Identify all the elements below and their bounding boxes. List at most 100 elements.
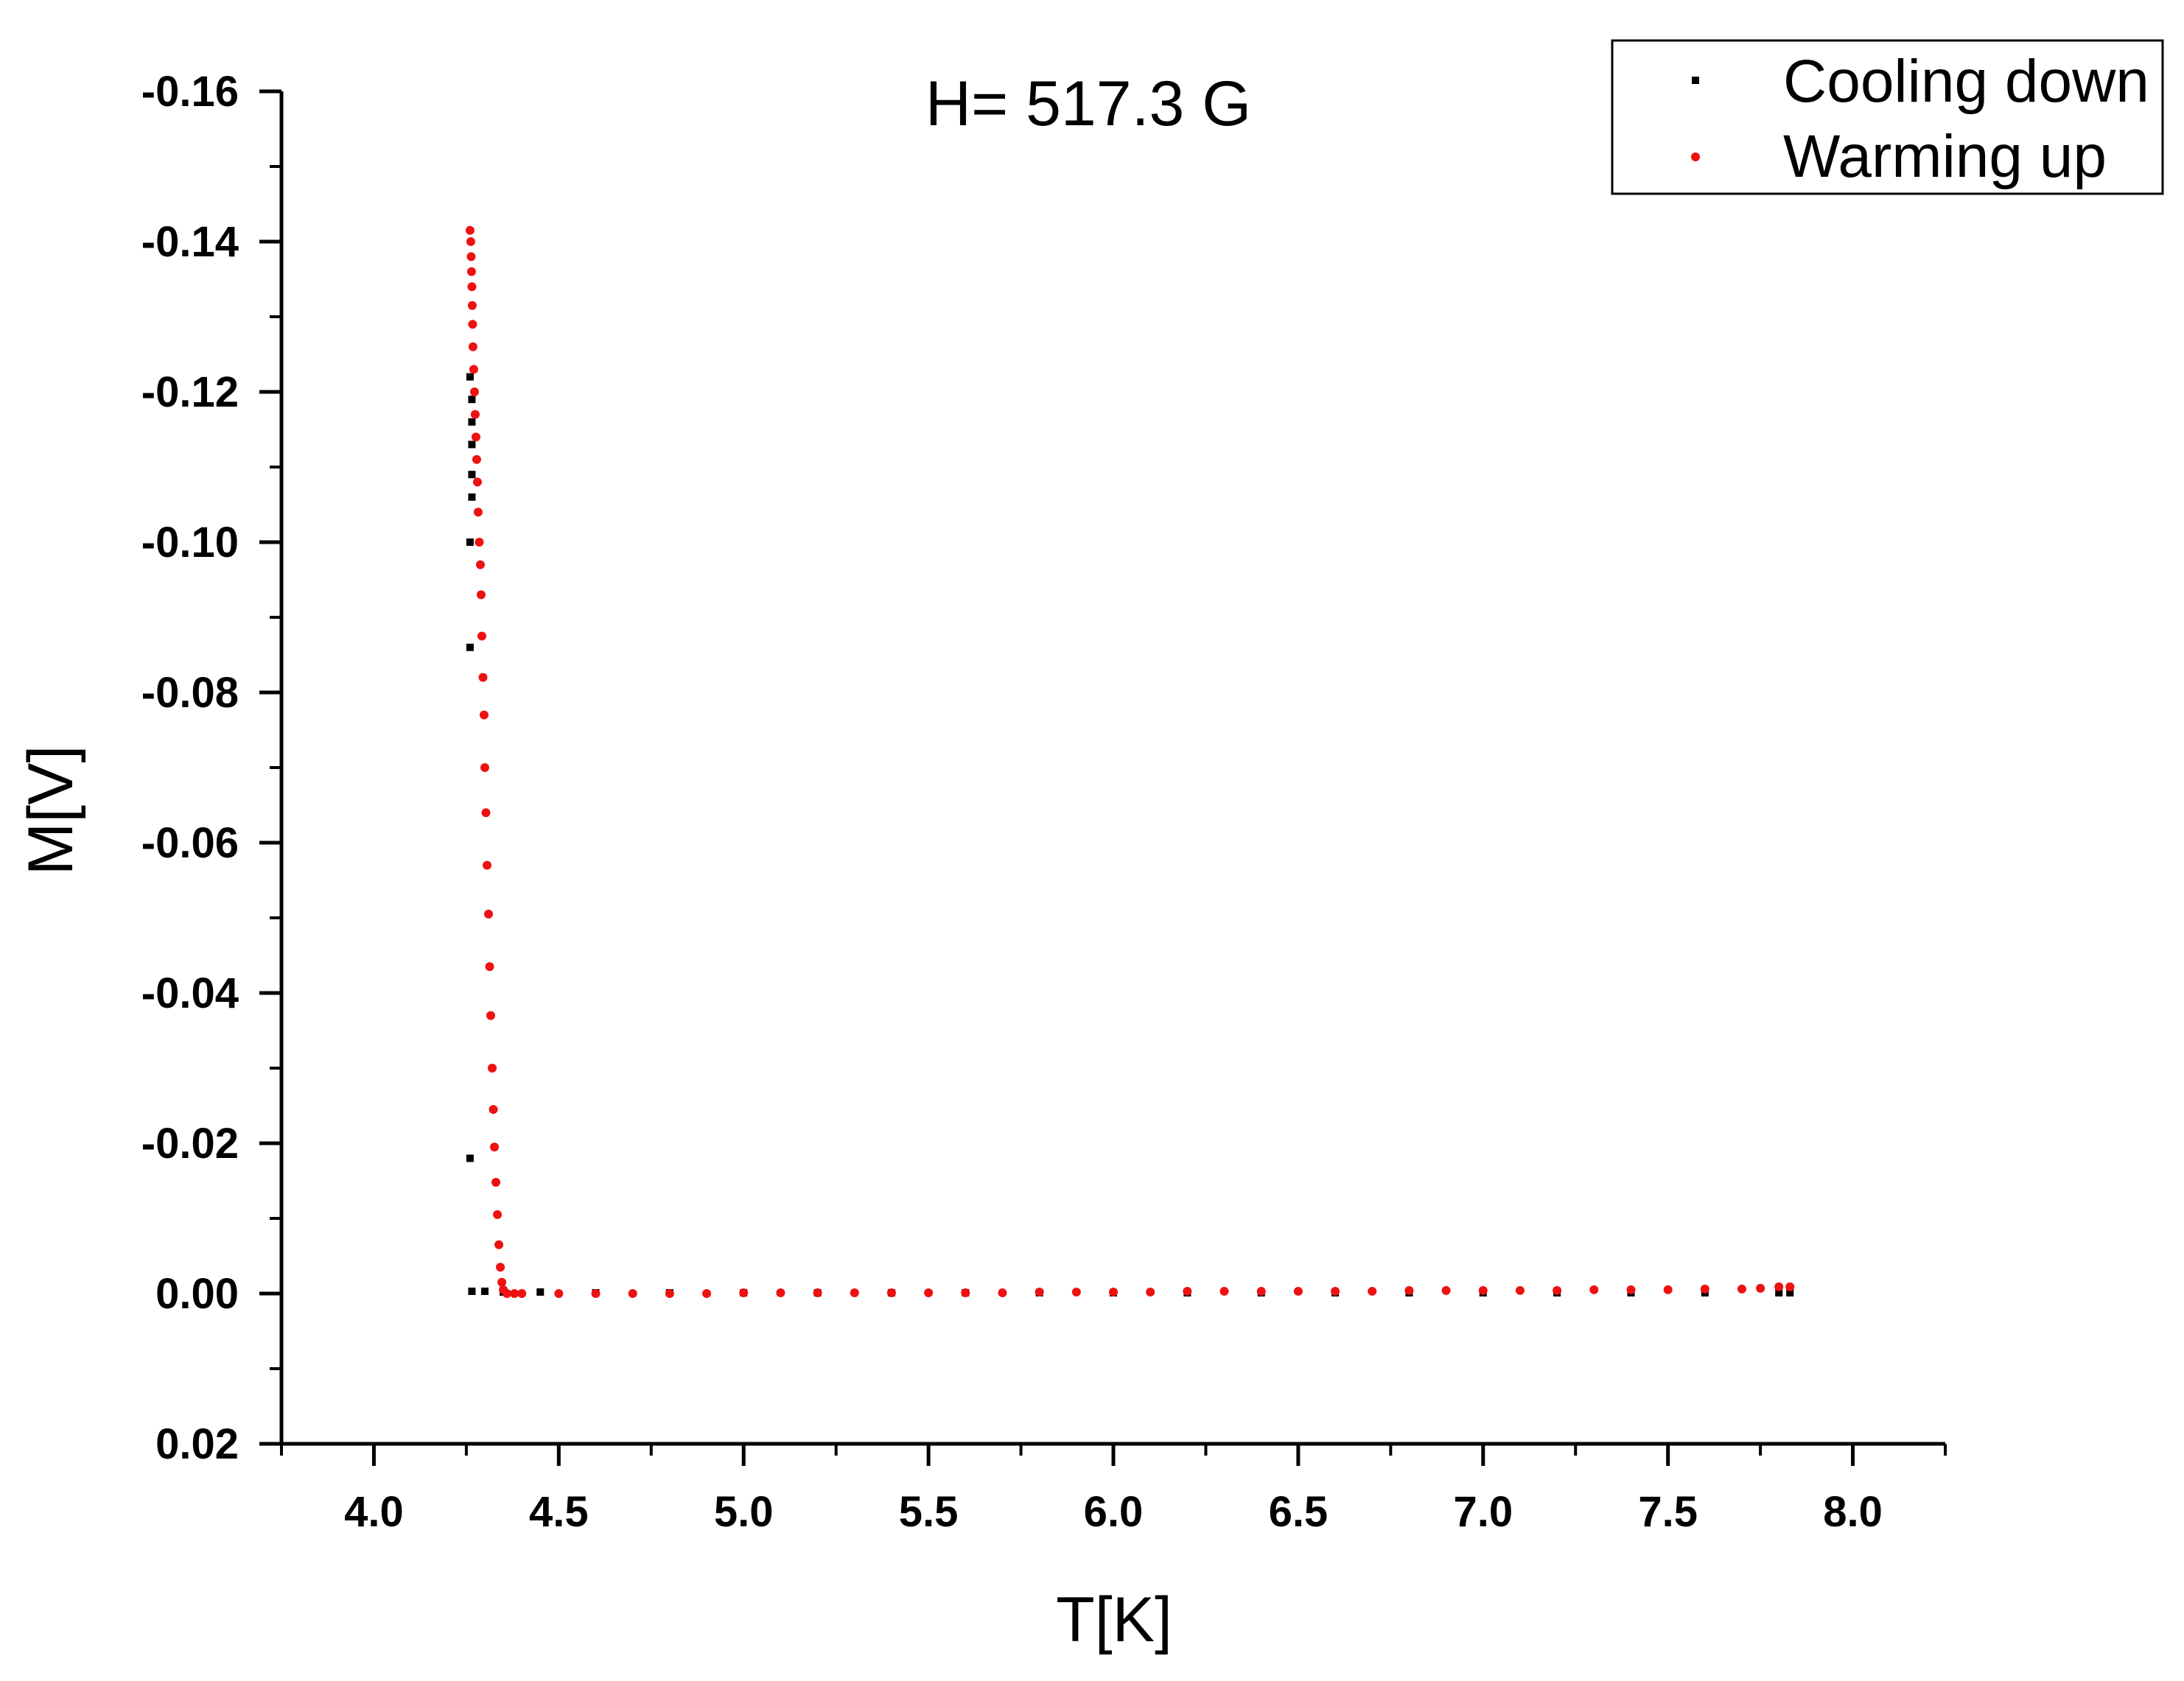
data-point-warming-up bbox=[1109, 1287, 1118, 1296]
data-point-warming-up bbox=[468, 342, 477, 351]
data-point-warming-up bbox=[1626, 1285, 1636, 1294]
x-tick-label: 4.0 bbox=[344, 1488, 404, 1536]
data-point-warming-up bbox=[490, 1143, 500, 1152]
x-tick-label: 5.0 bbox=[714, 1488, 774, 1536]
data-point-warming-up bbox=[665, 1289, 674, 1298]
legend: Cooling down Warming up bbox=[1611, 39, 2164, 195]
data-point-cooling-down bbox=[480, 1287, 489, 1295]
data-point-warming-up bbox=[961, 1288, 970, 1297]
data-point-warming-up bbox=[1756, 1283, 1765, 1293]
y-tick-label: 0.00 bbox=[155, 1270, 239, 1318]
chart-title: H= 517.3 G bbox=[925, 69, 1251, 139]
y-ticks: -0.16 -0.14 -0.12 -0.10 -0.08 -0.06 -0.04 -0.02… bbox=[141, 68, 281, 1468]
data-point-cooling-down bbox=[468, 471, 476, 479]
data-point-warming-up bbox=[1737, 1284, 1747, 1294]
data-point-warming-up bbox=[476, 590, 486, 600]
data-point-warming-up bbox=[479, 710, 489, 720]
data-point-cooling-down bbox=[468, 396, 476, 404]
data-point-warming-up bbox=[1183, 1286, 1192, 1296]
data-point-warming-up bbox=[491, 1178, 501, 1187]
data-point-warming-up bbox=[739, 1288, 749, 1297]
data-point-warming-up bbox=[813, 1288, 822, 1297]
data-point-warming-up bbox=[470, 410, 480, 419]
data-point-warming-up bbox=[466, 252, 476, 262]
data-point-warming-up bbox=[1146, 1287, 1155, 1296]
y-tick-label: -0.02 bbox=[141, 1120, 239, 1168]
x-ticks: 4.0 4.5 5.0 5.5 6.0 6.5 7.0 7.5 8.0 bbox=[280, 1444, 1947, 1536]
data-point-warming-up bbox=[489, 1105, 498, 1115]
plot-points bbox=[465, 225, 1795, 1298]
data-point-warming-up bbox=[486, 1011, 496, 1020]
data-point-warming-up bbox=[1071, 1287, 1081, 1296]
data-point-warming-up bbox=[467, 301, 477, 310]
data-point-warming-up bbox=[702, 1289, 712, 1298]
x-axis-title: T[K] bbox=[1056, 1585, 1172, 1655]
data-point-cooling-down bbox=[468, 441, 476, 449]
data-point-warming-up bbox=[1035, 1287, 1044, 1296]
x-tick-label: 6.5 bbox=[1269, 1488, 1329, 1536]
data-point-cooling-down bbox=[466, 373, 474, 381]
data-point-warming-up bbox=[1368, 1286, 1377, 1296]
data-point-warming-up bbox=[480, 763, 489, 772]
y-tick-label: -0.10 bbox=[141, 519, 239, 566]
x-tick-label: 5.5 bbox=[899, 1488, 959, 1536]
data-point-warming-up bbox=[1219, 1286, 1229, 1296]
data-point-warming-up bbox=[1293, 1286, 1303, 1296]
data-point-warming-up bbox=[1515, 1285, 1525, 1295]
data-point-warming-up bbox=[1441, 1285, 1451, 1295]
y-tick-label: -0.12 bbox=[141, 368, 239, 416]
x-tick-label: 7.0 bbox=[1453, 1488, 1513, 1536]
data-point-warming-up bbox=[628, 1289, 637, 1298]
data-point-warming-up bbox=[488, 1064, 497, 1073]
data-point-cooling-down bbox=[536, 1288, 545, 1296]
data-point-warming-up bbox=[886, 1288, 896, 1297]
data-point-cooling-down bbox=[468, 418, 476, 426]
legend-label-warming-up: Warming up bbox=[1783, 123, 2107, 190]
data-point-warming-up bbox=[477, 631, 486, 641]
data-point-warming-up bbox=[482, 860, 491, 870]
data-point-warming-up bbox=[467, 282, 477, 292]
data-point-warming-up bbox=[472, 477, 482, 487]
data-point-warming-up bbox=[1589, 1285, 1599, 1294]
data-point-warming-up bbox=[1774, 1282, 1784, 1291]
data-point-warming-up bbox=[503, 1289, 512, 1298]
legend-label-cooling-down: Cooling down bbox=[1783, 48, 2149, 115]
y-tick-label: 0.02 bbox=[155, 1420, 239, 1468]
data-point-warming-up bbox=[1404, 1285, 1414, 1295]
data-point-warming-up bbox=[469, 365, 478, 374]
data-point-warming-up bbox=[776, 1288, 785, 1297]
data-point-cooling-down bbox=[468, 493, 476, 501]
data-point-warming-up bbox=[517, 1289, 527, 1298]
data-point-warming-up bbox=[850, 1288, 859, 1297]
data-point-warming-up bbox=[1700, 1284, 1709, 1294]
data-point-warming-up bbox=[481, 808, 491, 818]
data-point-warming-up bbox=[1785, 1282, 1795, 1291]
y-tick-label: -0.14 bbox=[141, 218, 239, 266]
data-point-warming-up bbox=[510, 1289, 519, 1298]
legend-box bbox=[1611, 39, 2164, 195]
y-axis-title: M[V] bbox=[15, 745, 86, 876]
data-point-warming-up bbox=[473, 508, 483, 517]
data-point-warming-up bbox=[554, 1289, 564, 1298]
data-point-warming-up bbox=[465, 225, 475, 235]
data-point-cooling-down bbox=[1775, 1288, 1783, 1296]
data-point-warming-up bbox=[1553, 1285, 1562, 1295]
data-point-warming-up bbox=[497, 1277, 507, 1287]
x-tick-label: 8.0 bbox=[1823, 1488, 1883, 1536]
data-point-cooling-down bbox=[466, 538, 474, 546]
y-tick-label: -0.04 bbox=[141, 969, 239, 1017]
data-point-cooling-down bbox=[466, 643, 474, 651]
data-point-warming-up bbox=[493, 1210, 503, 1219]
data-point-warming-up bbox=[478, 673, 488, 682]
data-point-warming-up bbox=[466, 267, 476, 276]
data-point-warming-up bbox=[485, 962, 494, 972]
data-point-cooling-down bbox=[466, 1154, 474, 1162]
data-point-warming-up bbox=[475, 560, 485, 569]
legend-marker-cooling-down bbox=[1692, 77, 1699, 84]
x-tick-label: 4.5 bbox=[529, 1488, 589, 1536]
data-point-warming-up bbox=[468, 320, 477, 329]
data-point-warming-up bbox=[471, 432, 480, 442]
series-1 bbox=[465, 225, 1795, 1298]
